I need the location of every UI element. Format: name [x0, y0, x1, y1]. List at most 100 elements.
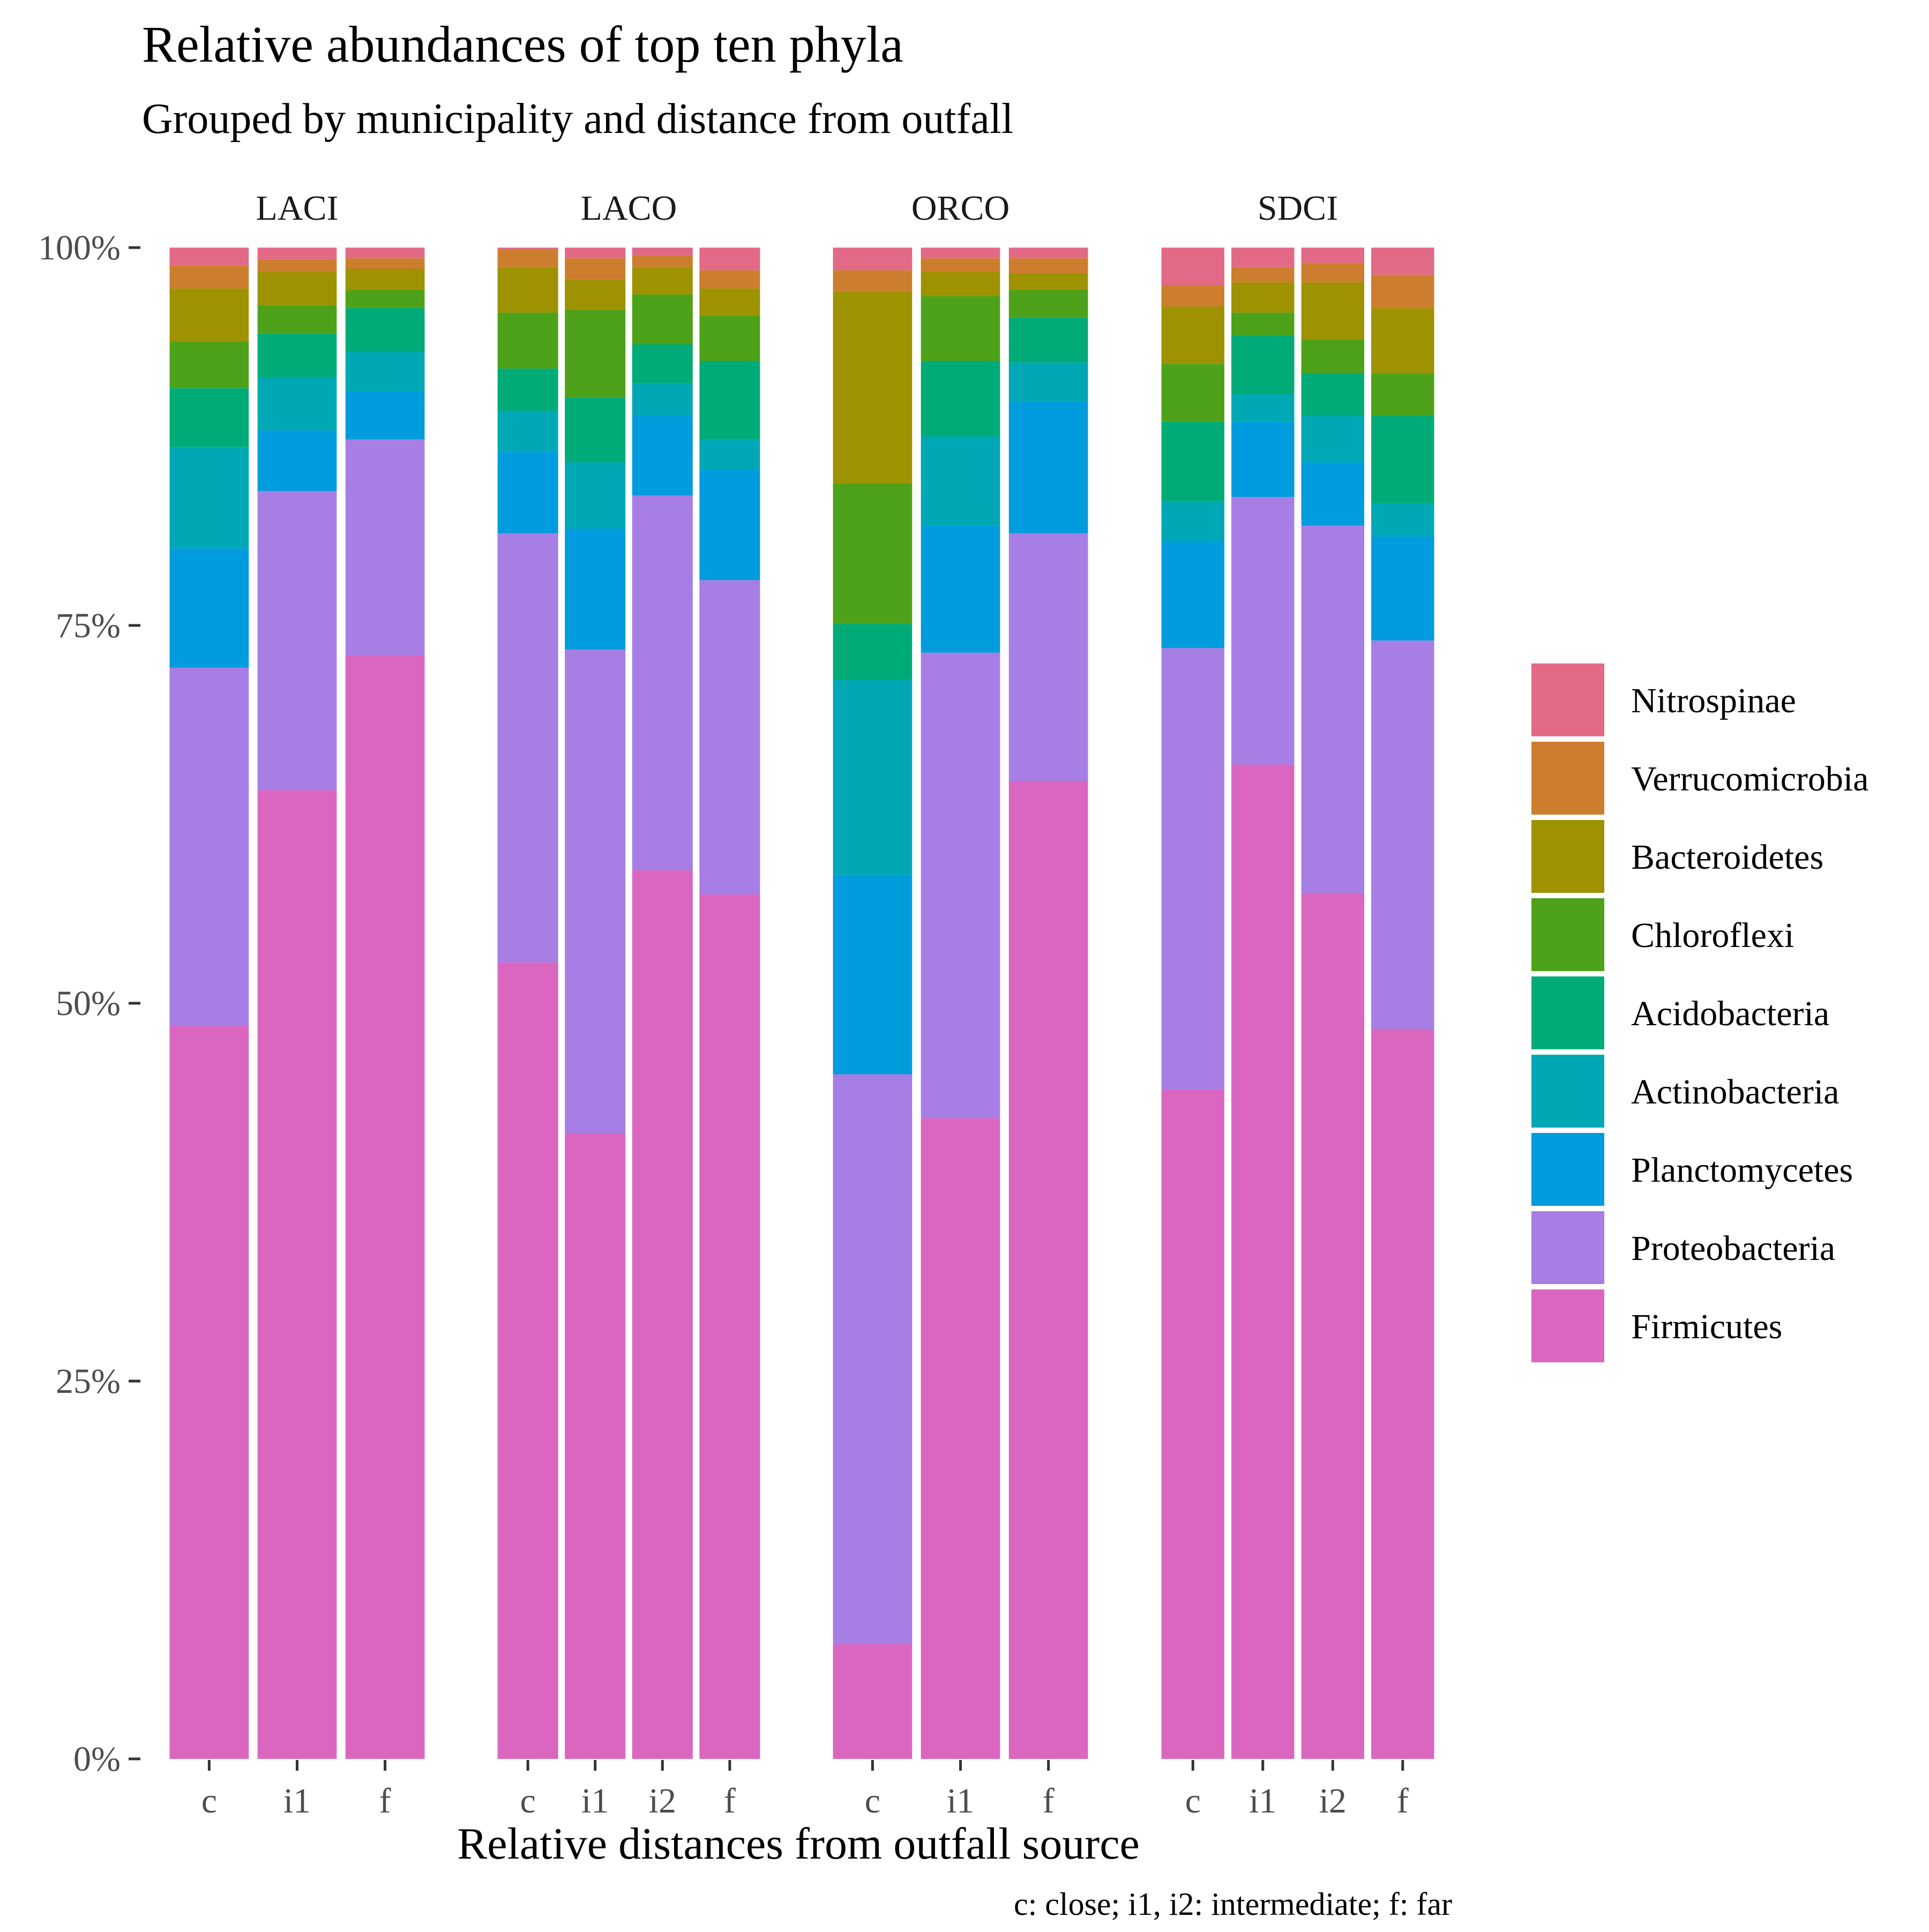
- bar-segment-laco-i2-nitrospinae: [632, 248, 693, 256]
- bar-segment-orco-i1-nitrospinae: [921, 248, 1000, 258]
- bar-segment-laco-i2-chloroflexi: [632, 294, 693, 345]
- x-tick-label: f: [379, 1781, 391, 1821]
- bar-segment-laco-i1-chloroflexi: [565, 309, 626, 398]
- bar-segment-orco-i1-actinobacteria: [921, 436, 1000, 526]
- legend-label-nitrospinae: Nitrospinae: [1631, 681, 1796, 720]
- y-tick-label: 50%: [56, 984, 121, 1023]
- bar-segment-sdci-f-chloroflexi: [1371, 373, 1434, 416]
- x-tick-label: f: [724, 1781, 736, 1821]
- bar-segment-sdci-i2-chloroflexi: [1301, 340, 1364, 374]
- x-tick-label: c: [1185, 1781, 1201, 1821]
- bar-segment-laco-i2-actinobacteria: [632, 383, 693, 416]
- bar-segment-orco-f-bacteroidetes: [1008, 273, 1088, 290]
- bar-segment-laco-f-proteobacteria: [699, 580, 760, 894]
- bar-segment-orco-c-planctomycetes: [833, 875, 913, 1075]
- bar-segment-laci-i1-acidobacteria: [257, 333, 337, 378]
- bar-segment-laci-i1-proteobacteria: [257, 491, 337, 790]
- bar-segment-laco-i1-nitrospinae: [565, 248, 626, 258]
- x-tick-label: c: [201, 1781, 217, 1821]
- bar-segment-laco-c-proteobacteria: [497, 533, 558, 963]
- bar-segment-laco-i2-verrucomicrobia: [632, 255, 693, 267]
- bar-segment-orco-c-acidobacteria: [833, 624, 913, 680]
- bar-segment-sdci-i2-proteobacteria: [1301, 525, 1364, 893]
- legend-label-firmicutes: Firmicutes: [1631, 1307, 1782, 1346]
- bar-segment-sdci-i1-proteobacteria: [1231, 497, 1295, 765]
- bar-segment-sdci-i2-verrucomicrobia: [1301, 263, 1364, 282]
- bar-segment-laco-f-verrucomicrobia: [699, 270, 760, 289]
- legend-key-planctomycetes: [1531, 1133, 1604, 1206]
- bar-segment-laco-i2-firmicutes: [632, 870, 693, 1759]
- bar-segment-laco-i1-proteobacteria: [565, 650, 626, 1133]
- bar-segment-sdci-c-firmicutes: [1161, 1089, 1224, 1759]
- bar-segment-sdci-i1-planctomycetes: [1231, 421, 1295, 497]
- bar-segment-laco-f-bacteroidetes: [699, 288, 760, 316]
- bar-segment-laco-f-acidobacteria: [699, 361, 760, 440]
- x-tick-label: i1: [581, 1781, 609, 1821]
- bar-segment-laci-f-verrucomicrobia: [345, 258, 425, 269]
- bar-segment-laci-i1-verrucomicrobia: [257, 259, 337, 272]
- bar-segment-sdci-i2-nitrospinae: [1301, 248, 1364, 263]
- bar-segment-sdci-f-verrucomicrobia: [1371, 274, 1434, 308]
- bar-segment-orco-c-chloroflexi: [833, 483, 913, 624]
- facet-label-sdci: SDCI: [1258, 189, 1338, 228]
- bar-segment-sdci-i2-planctomycetes: [1301, 462, 1364, 526]
- bar-segment-orco-c-nitrospinae: [833, 248, 913, 271]
- bar-segment-sdci-i1-chloroflexi: [1231, 312, 1295, 335]
- x-tick-label: c: [520, 1781, 535, 1821]
- y-tick-label: 0%: [73, 1740, 121, 1779]
- bar-segment-orco-i1-acidobacteria: [921, 361, 1000, 437]
- bar-segment-laci-c-chloroflexi: [169, 341, 249, 389]
- bar-segment-orco-f-nitrospinae: [1008, 248, 1088, 258]
- bar-segment-orco-i1-verrucomicrobia: [921, 258, 1000, 272]
- legend-key-nitrospinae: [1531, 663, 1604, 736]
- bar-segment-sdci-c-nitrospinae: [1161, 248, 1224, 286]
- bar-segment-laco-c-nitrospinae: [497, 248, 558, 249]
- x-tick-label: i1: [947, 1781, 974, 1821]
- bar-segment-orco-f-chloroflexi: [1008, 289, 1088, 317]
- facet-label-laci: LACI: [256, 189, 339, 228]
- bar-segment-laco-i2-planctomycetes: [632, 415, 693, 496]
- bar-segment-laco-c-verrucomicrobia: [497, 249, 558, 267]
- bar-segment-laci-i1-chloroflexi: [257, 305, 337, 334]
- bar-segment-laci-f-proteobacteria: [345, 439, 425, 656]
- bar-segment-laci-i1-actinobacteria: [257, 377, 337, 431]
- bar-segment-sdci-i2-bacteroidetes: [1301, 282, 1364, 340]
- plot-area: 0% 25% 50% 75% 100% LACI c i1 f LACO c i1 i2 f ORCO c i1…: [38, 189, 1434, 1821]
- bar-segment-sdci-i2-actinobacteria: [1301, 415, 1364, 463]
- bar-segment-laci-f-acidobacteria: [345, 308, 425, 352]
- legend-key-chloroflexi: [1531, 898, 1604, 971]
- bar-segment-sdci-f-acidobacteria: [1371, 415, 1434, 503]
- bar-segment-sdci-i2-firmicutes: [1301, 893, 1364, 1759]
- bar-segment-laco-f-planctomycetes: [699, 469, 760, 580]
- bar-segment-sdci-i1-verrucomicrobia: [1231, 267, 1295, 282]
- bar-segment-laco-f-firmicutes: [699, 894, 760, 1759]
- bar-segment-sdci-c-proteobacteria: [1161, 648, 1224, 1090]
- legend-label-planctomycetes: Planctomycetes: [1631, 1151, 1853, 1190]
- bar-segment-laci-c-acidobacteria: [169, 388, 249, 447]
- y-tick-label: 25%: [56, 1362, 121, 1401]
- legend: Nitrospinae Verrucomicrobia Bacteroidetes C…: [1531, 663, 1868, 1362]
- y-tick-label: 100%: [38, 228, 121, 267]
- bar-segment-sdci-c-planctomycetes: [1161, 541, 1224, 648]
- legend-label-acidobacteria: Acidobacteria: [1631, 994, 1829, 1033]
- bar-segment-sdci-f-bacteroidetes: [1371, 308, 1434, 374]
- bar-segment-laci-c-planctomycetes: [169, 548, 249, 668]
- bar-segment-laco-c-acidobacteria: [497, 368, 558, 411]
- bar-segment-orco-c-verrucomicrobia: [833, 270, 913, 292]
- bar-segment-sdci-c-actinobacteria: [1161, 501, 1224, 541]
- x-tick-label: i1: [283, 1781, 311, 1821]
- legend-key-actinobacteria: [1531, 1055, 1604, 1128]
- bar-segment-laco-f-actinobacteria: [699, 439, 760, 470]
- bar-segment-orco-i1-firmicutes: [921, 1118, 1000, 1759]
- bar-segment-laci-c-actinobacteria: [169, 447, 249, 549]
- bar-segment-laco-c-chloroflexi: [497, 312, 558, 369]
- bar-segment-laco-i1-verrucomicrobia: [565, 258, 626, 280]
- x-axis-label: Relative distances from outfall source: [457, 1819, 1140, 1869]
- bar-segment-laco-f-chloroflexi: [699, 315, 760, 361]
- facet-label-orco: ORCO: [911, 189, 1010, 228]
- bar-segment-laco-i2-bacteroidetes: [632, 267, 693, 295]
- bar-segment-sdci-c-chloroflexi: [1161, 364, 1224, 422]
- bar-segment-laci-f-bacteroidetes: [345, 268, 425, 290]
- bar-segment-sdci-i1-actinobacteria: [1231, 394, 1295, 422]
